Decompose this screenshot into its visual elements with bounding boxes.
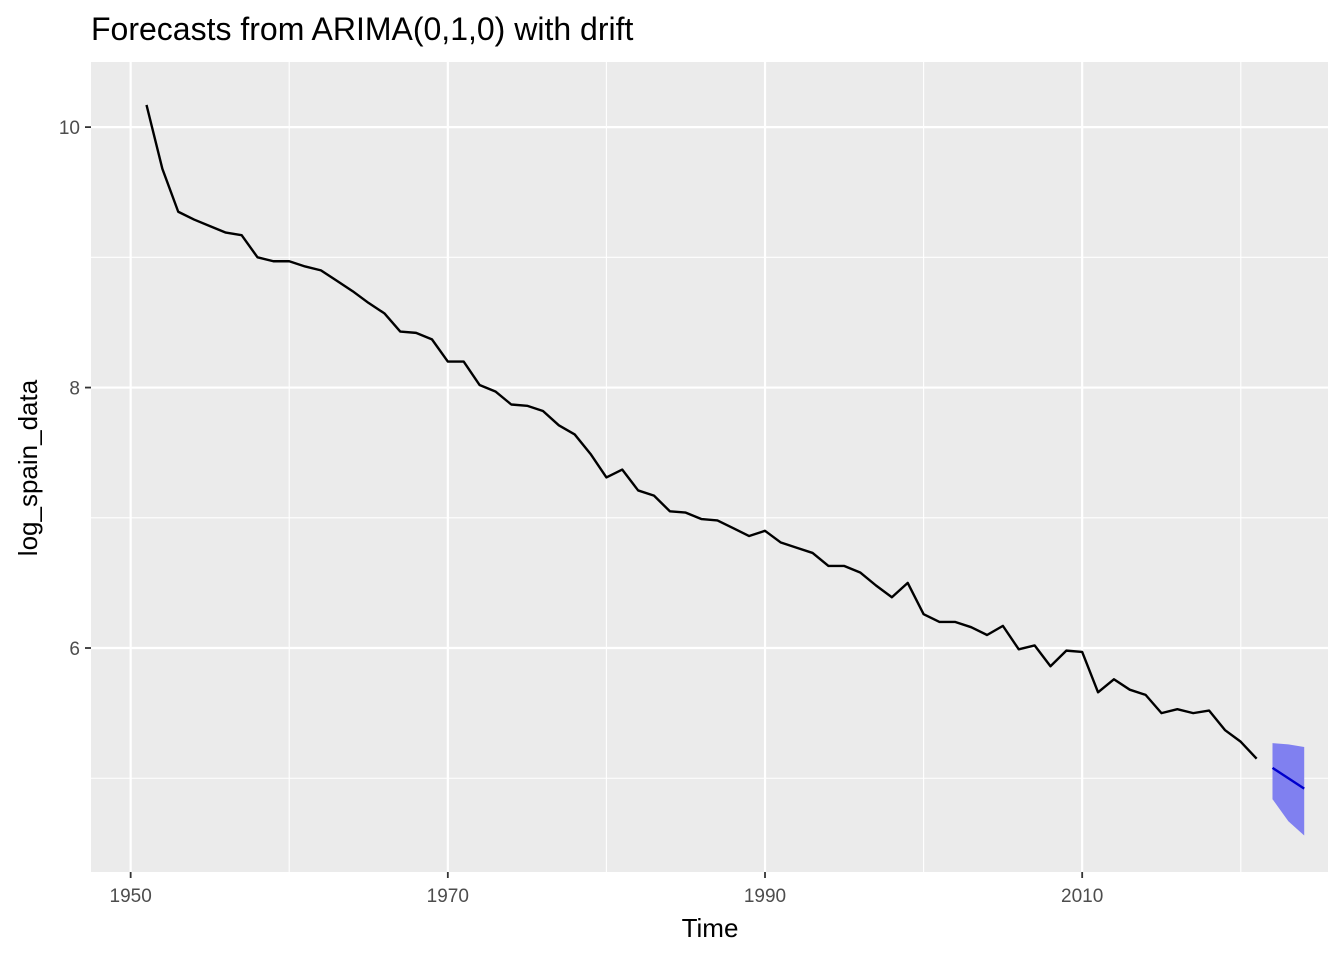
x-tick-label: 1970 xyxy=(427,886,469,907)
plot-panel xyxy=(91,62,1328,872)
y-tick-label: 10 xyxy=(59,118,80,139)
forecast-layer xyxy=(1271,743,1305,836)
x-tick-label: 2010 xyxy=(1061,886,1103,907)
x-tick-label: 1990 xyxy=(744,886,786,907)
chart-title: Forecasts from ARIMA(0,1,0) with drift xyxy=(91,11,633,47)
x-axis: 1950 1970 1990 2010 xyxy=(110,872,1103,907)
grid-major xyxy=(91,62,1328,872)
grid-minor xyxy=(91,62,1328,872)
forecast-line xyxy=(1271,766,1305,790)
x-tick-label: 1950 xyxy=(110,886,152,907)
series-layer xyxy=(145,104,1258,760)
series-line xyxy=(145,104,1258,760)
y-tick-label: 6 xyxy=(69,639,80,660)
y-axis-title: log_spain_data xyxy=(13,379,43,556)
x-axis-title: Time xyxy=(682,913,739,943)
y-axis: 6 8 10 xyxy=(59,118,91,660)
y-tick-label: 8 xyxy=(69,379,80,400)
forecast-interval-band xyxy=(1272,743,1305,836)
